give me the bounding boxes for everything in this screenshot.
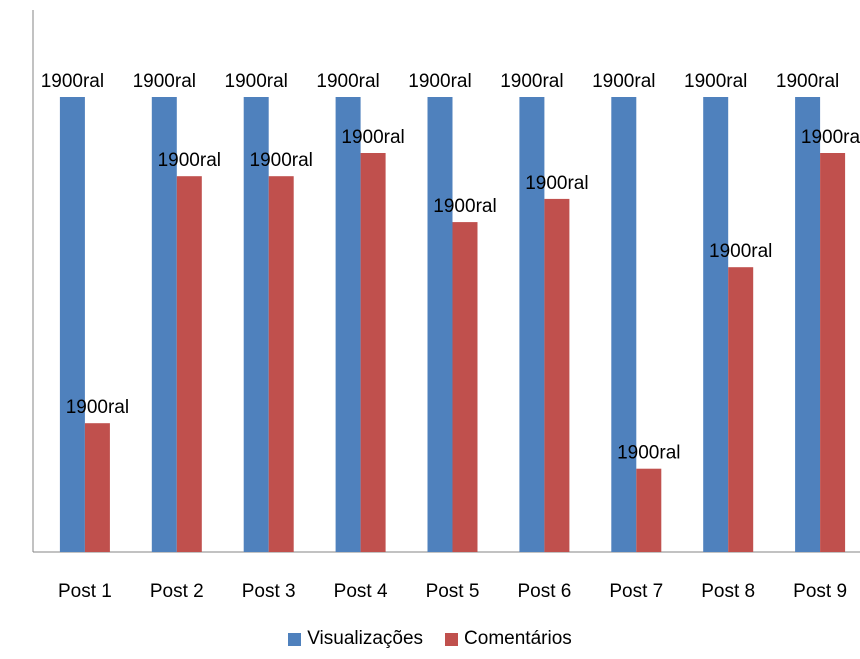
data-labels-group: 1900ral 1900ral 1900ral 1900ral 1900ral 1900r… [41, 71, 860, 464]
bar-visualizacoes-9 [795, 97, 821, 552]
x-tick-labels-group: Post 1 Post 2 Post 3 Post 4 Post 5 Post 6 Post… [58, 581, 847, 602]
x-tick-label-7: Post 7 [609, 581, 663, 602]
data-label-visualizacoes-5: 1900ral [408, 71, 471, 92]
x-tick-label-2: Post 2 [150, 581, 204, 602]
data-label-visualizacoes-4: 1900ral [316, 71, 379, 92]
bar-visualizacoes-3 [243, 97, 269, 552]
data-label-comentarios-8: 1900ral [709, 241, 772, 262]
bar-comentarios-1 [84, 423, 110, 552]
bar-visualizacoes-1 [59, 97, 85, 552]
data-label-visualizacoes-3: 1900ral [225, 71, 288, 92]
x-tick-label-6: Post 6 [517, 581, 571, 602]
bar-comentarios-7 [636, 468, 662, 552]
bar-visualizacoes-8 [703, 97, 729, 552]
bars-group [59, 97, 846, 552]
legend-label: Visualizações [307, 628, 424, 649]
legend-item-comentarios: Comentários [445, 628, 572, 650]
x-tick-label-8: Post 8 [701, 581, 755, 602]
data-label-comentarios-5: 1900ral [433, 196, 496, 217]
data-label-comentarios-6: 1900ral [525, 173, 588, 194]
data-label-comentarios-3: 1900ral [250, 150, 313, 171]
data-label-visualizacoes-6: 1900ral [500, 71, 563, 92]
bar-comentarios-8 [728, 267, 754, 552]
data-label-comentarios-1: 1900ral [66, 397, 129, 418]
bar-visualizacoes-2 [151, 97, 177, 552]
bar-visualizacoes-4 [335, 97, 361, 552]
data-label-comentarios-9: 1900ral [801, 127, 860, 148]
bar-comentarios-4 [360, 153, 386, 552]
x-tick-label-1: Post 1 [58, 581, 112, 602]
x-tick-label-4: Post 4 [334, 581, 388, 602]
bar-comentarios-3 [268, 176, 294, 552]
bar-visualizacoes-5 [427, 97, 453, 552]
bar-visualizacoes-6 [519, 97, 545, 552]
bar-comentarios-5 [452, 222, 478, 552]
bar-visualizacoes-7 [611, 97, 637, 552]
legend: Visualizações Comentários [0, 624, 860, 654]
x-tick-label-5: Post 5 [426, 581, 480, 602]
data-label-visualizacoes-8: 1900ral [684, 71, 747, 92]
data-label-comentarios-4: 1900ral [341, 127, 404, 148]
data-label-visualizacoes-2: 1900ral [133, 71, 196, 92]
data-label-comentarios-2: 1900ral [158, 150, 221, 171]
data-label-comentarios-7: 1900ral [617, 443, 680, 464]
legend-swatch [445, 632, 459, 646]
data-label-visualizacoes-7: 1900ral [592, 71, 655, 92]
bar-comentarios-6 [544, 198, 570, 552]
legend-item-visualizacoes: Visualizações [288, 628, 423, 650]
data-label-visualizacoes-9: 1900ral [776, 71, 839, 92]
x-tick-label-3: Post 3 [242, 581, 296, 602]
data-label-visualizacoes-1: 1900ral [41, 71, 104, 92]
bar-chart: 1900ral 1900ral 1900ral 1900ral 1900ral 1900r… [32, 10, 860, 602]
legend-label: Comentários [464, 628, 572, 649]
legend-swatch [288, 632, 302, 646]
x-tick-label-9: Post 9 [793, 581, 847, 602]
bar-comentarios-2 [176, 176, 202, 552]
bar-comentarios-9 [820, 153, 846, 552]
